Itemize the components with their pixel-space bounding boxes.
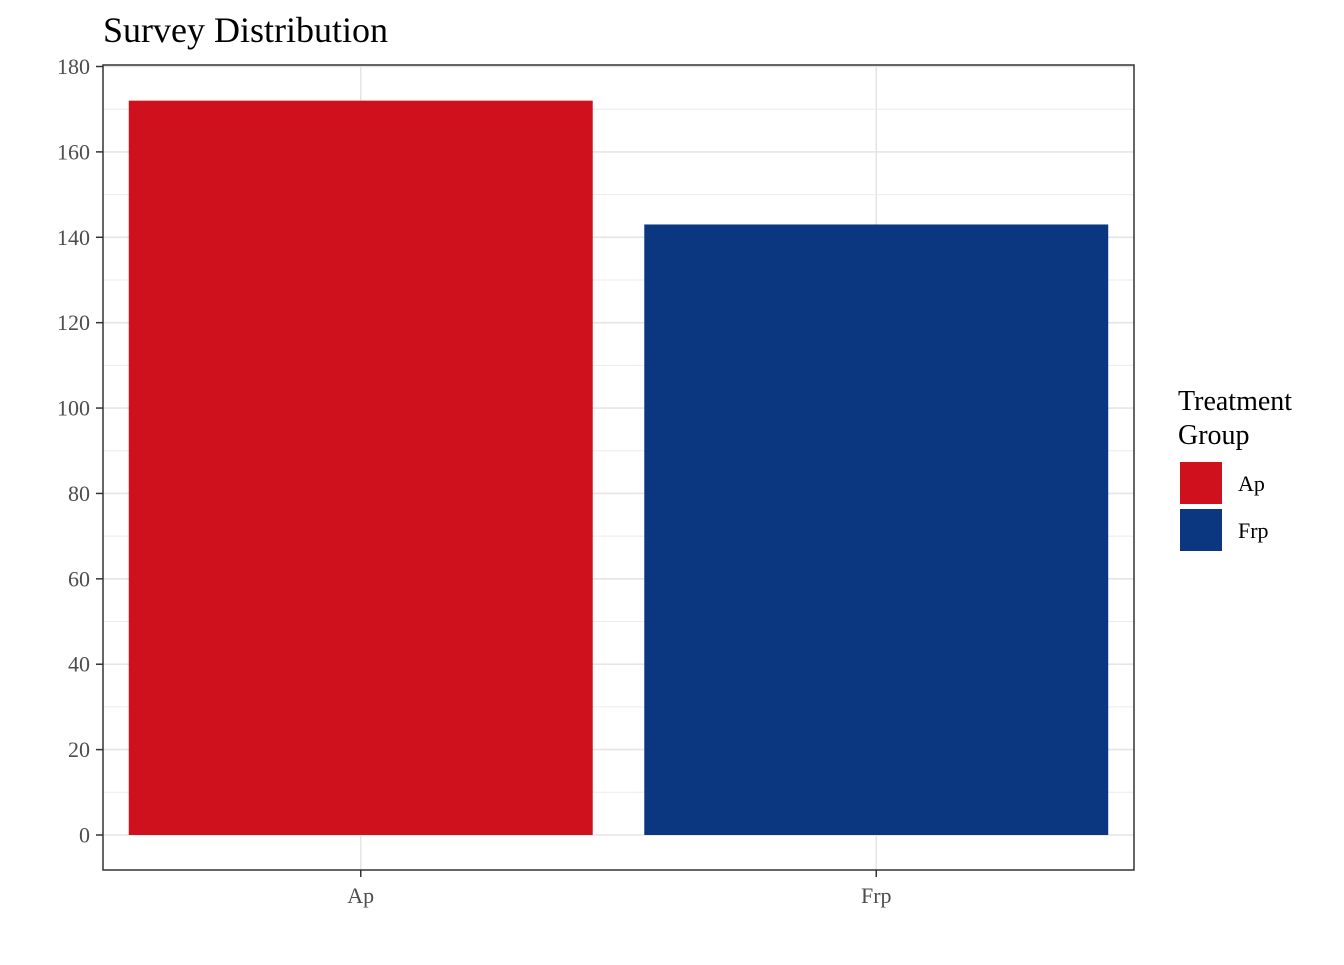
y-tick-label: 80: [68, 481, 90, 506]
chart-title: Survey Distribution: [103, 10, 388, 50]
x-tick-label: Frp: [861, 883, 892, 908]
y-tick-label: 20: [68, 737, 90, 762]
bar-ap: [128, 100, 593, 835]
legend-entries: Ap Frp: [1180, 462, 1269, 551]
y-tick-label: 60: [68, 566, 90, 591]
y-axis: 0 20 40 60 80 100 120 140 160 180: [57, 54, 103, 848]
legend-label-ap: Ap: [1238, 471, 1265, 496]
plot-panel-border: [102, 64, 1135, 871]
y-tick-label: 140: [57, 225, 90, 250]
legend-swatch-frp: [1180, 509, 1222, 551]
y-tick-label: 100: [57, 396, 90, 421]
y-tick-label: 160: [57, 139, 90, 164]
legend-title-line-1: Treatment: [1178, 386, 1292, 417]
legend: Treatment Group Ap Frp: [1178, 386, 1292, 551]
y-tick-label: 120: [57, 310, 90, 335]
x-tick-label: Ap: [347, 883, 374, 908]
x-axis: Ap Frp: [347, 870, 892, 908]
y-tick-label: 0: [79, 823, 90, 848]
y-tick-label: 40: [68, 652, 90, 677]
bars: [128, 100, 1109, 835]
legend-label-frp: Frp: [1238, 518, 1269, 543]
legend-swatch-ap: [1180, 462, 1222, 504]
bar-frp: [644, 224, 1109, 835]
legend-title-line-2: Group: [1178, 420, 1250, 451]
y-tick-label: 180: [57, 54, 90, 79]
